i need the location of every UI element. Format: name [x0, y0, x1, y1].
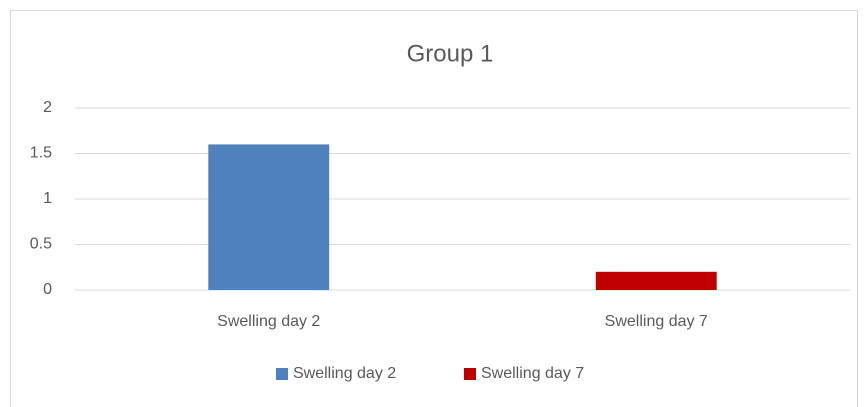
legend-label: Swelling day 7 [481, 365, 584, 382]
legend-swatch [464, 368, 476, 380]
x-tick-label: Swelling day 7 [605, 313, 708, 330]
bar [208, 144, 330, 290]
y-tick-label: 1.5 [30, 145, 52, 162]
chart-title: Group 1 [407, 40, 494, 67]
y-tick-label: 0 [43, 281, 52, 298]
x-tick-label: Swelling day 2 [217, 313, 320, 330]
bar [595, 271, 717, 290]
legend-label: Swelling day 2 [293, 365, 396, 382]
y-tick-label: 0.5 [30, 236, 52, 253]
chart-border [10, 10, 858, 407]
y-tick-label: 1 [43, 190, 52, 207]
legend-swatch [276, 368, 288, 380]
y-tick-label: 2 [43, 99, 52, 116]
